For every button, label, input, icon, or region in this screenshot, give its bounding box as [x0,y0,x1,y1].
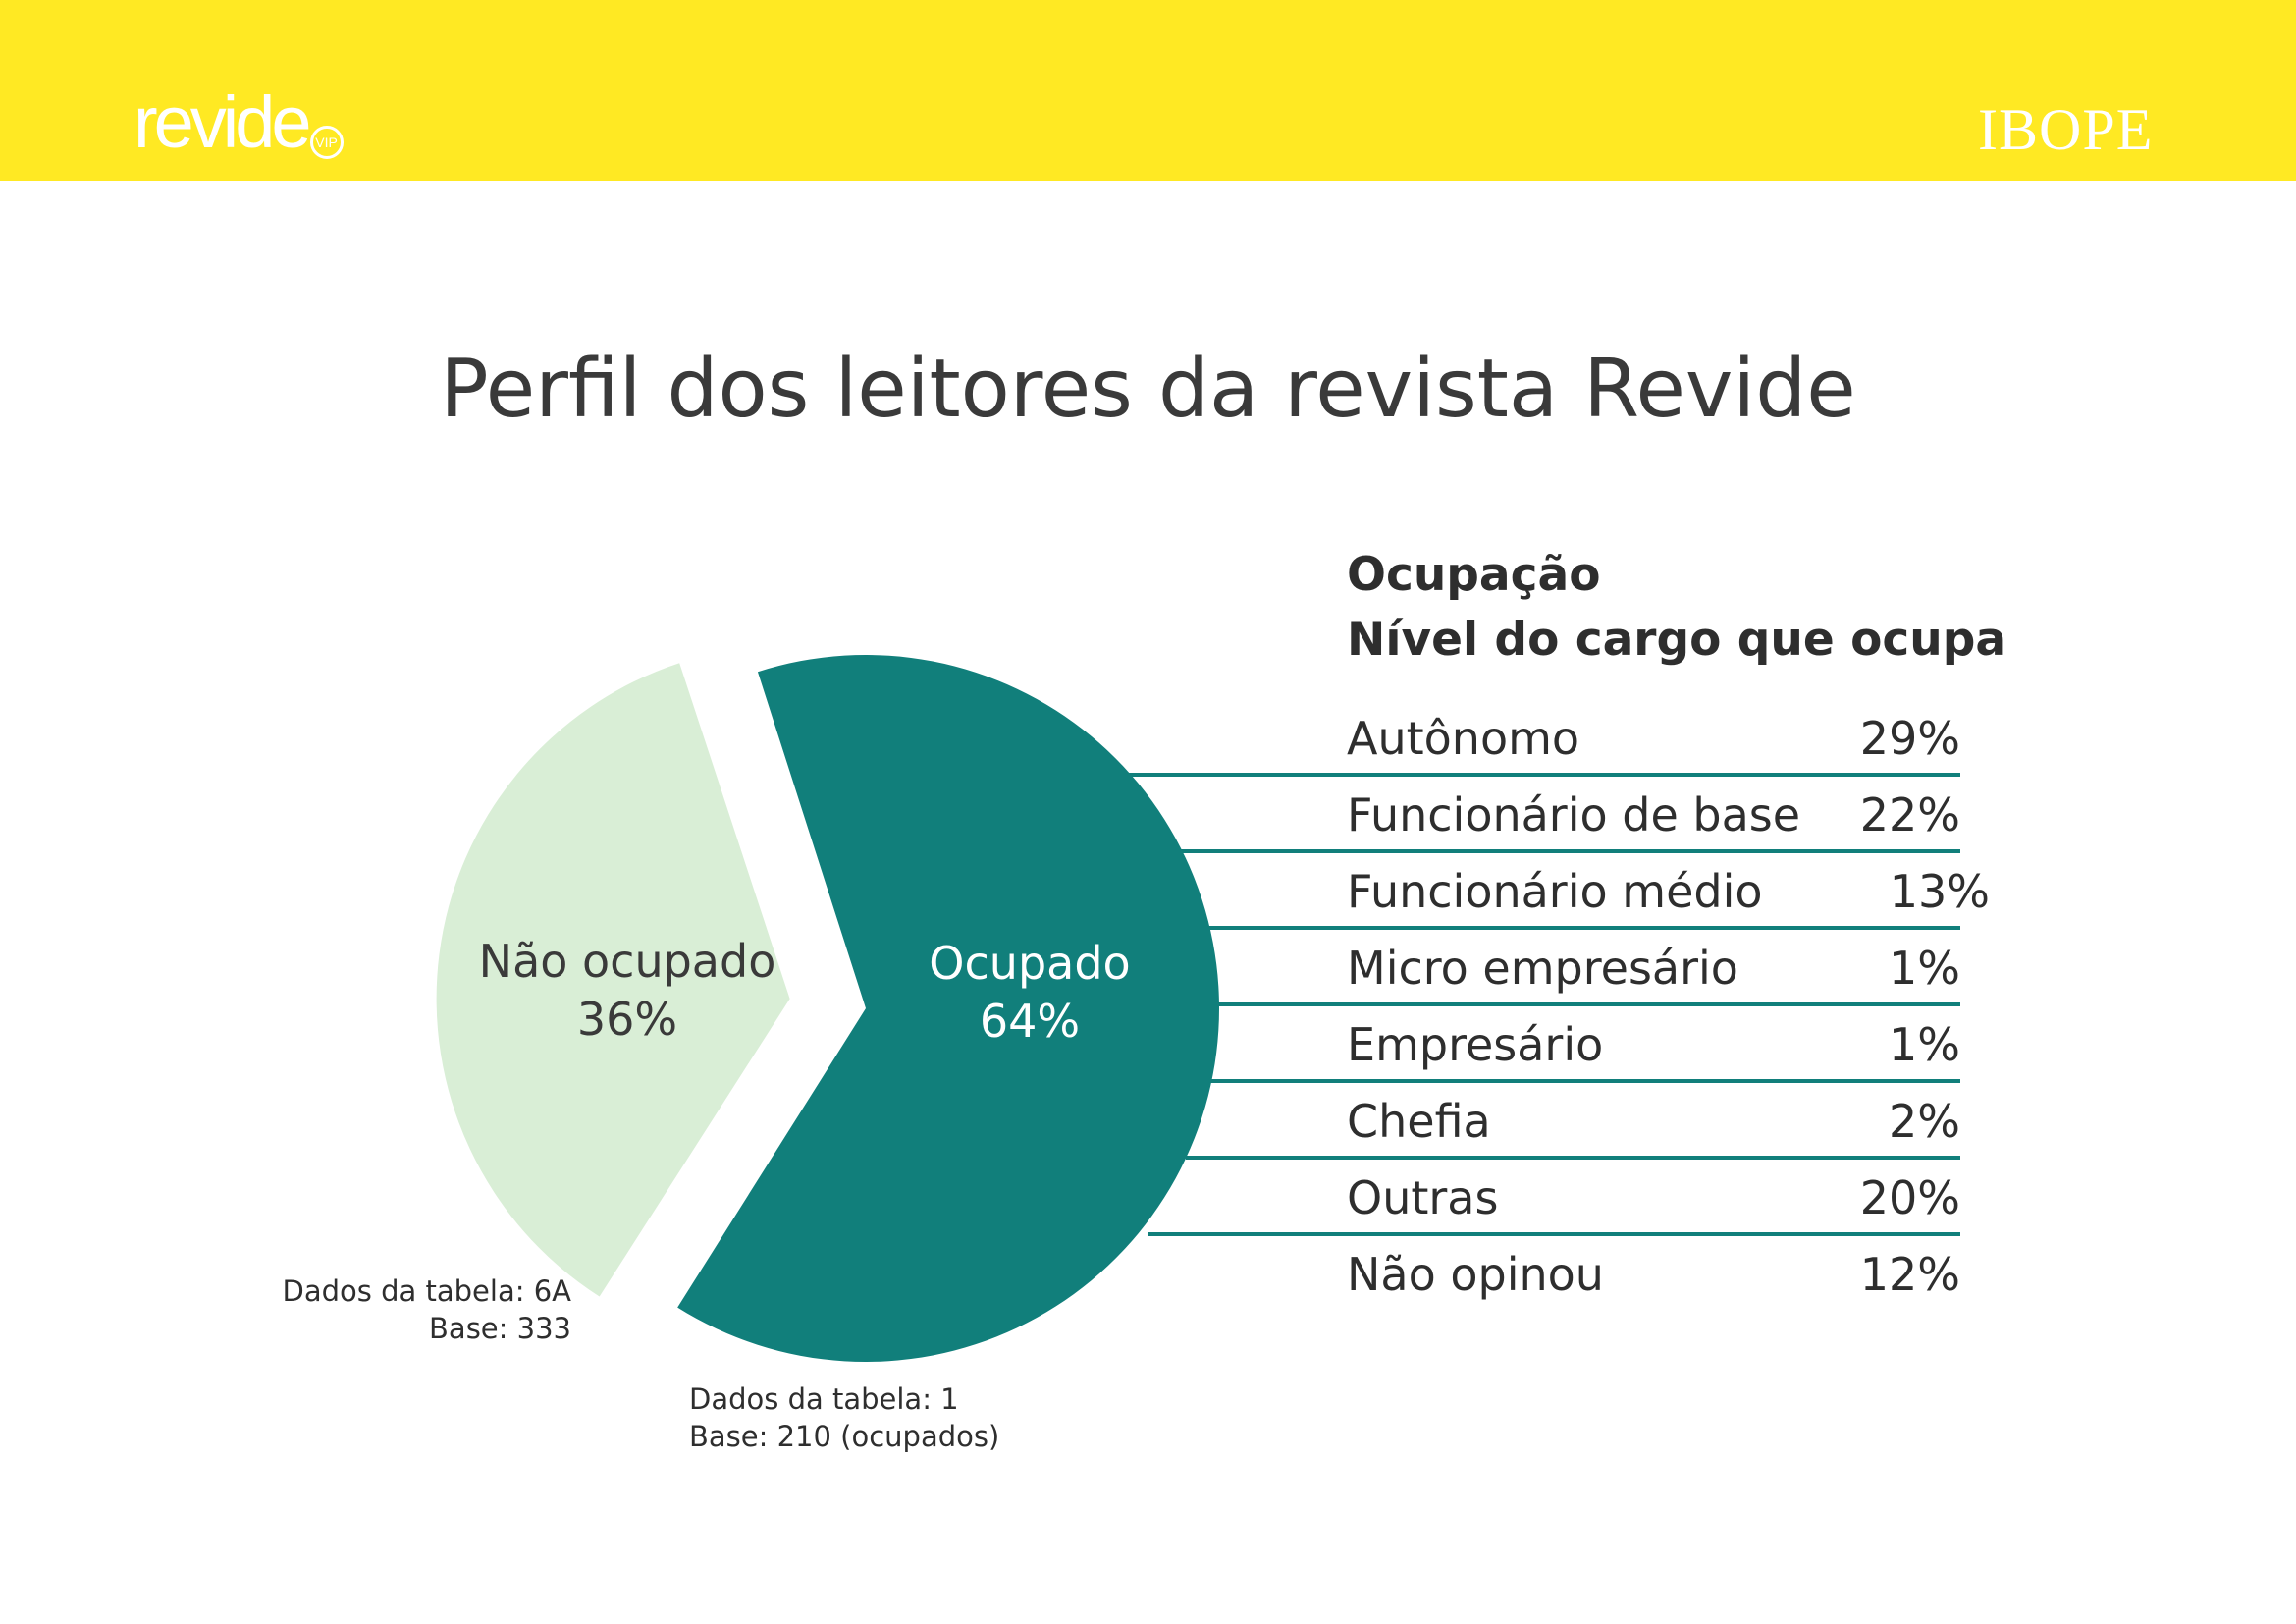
header-bar [0,0,2296,181]
breakdown-row: Funcionário de base 22% [1347,775,1960,851]
breakdown-value: 20% [1859,1171,1960,1224]
breakdown-divider [1209,1002,1960,1006]
breakdown-row: Funcionário médio 13% [1347,851,1990,928]
breakdown-row: Não opinou 12% [1347,1234,1960,1311]
breakdown-divider [1209,1079,1960,1083]
breakdown-value: 22% [1859,788,1960,841]
revide-logo: revide VIP [133,86,344,159]
breakdown-label: Funcionário de base [1347,788,1801,841]
slice-name: Não ocupado [478,935,776,988]
slice-value: 36% [576,992,678,1046]
breakdown-value: 13% [1889,865,1990,918]
breakdown-label: Chefia [1347,1095,1491,1148]
pie-slice-ocupado [677,655,1219,1362]
pie-slice-n-o-ocupado [436,663,790,1297]
source-line: Dados da tabela: 1 [689,1382,959,1416]
slice-label-ocupado: Ocupado 64% [833,935,1226,1051]
breakdown-row: Chefia 2% [1347,1081,1960,1158]
breakdown-value: 1% [1889,1018,1960,1071]
breakdown-divider [1111,773,1960,777]
breakdown-divider [1148,1232,1960,1236]
breakdown-value: 1% [1889,942,1960,995]
source-line: Base: 333 [429,1311,571,1345]
breakdown-label: Empresário [1347,1018,1604,1071]
breakdown-value: 2% [1889,1095,1960,1148]
breakdown-label: Micro empresário [1347,942,1738,995]
page-title: Perfil dos leitores da revista Revide [440,343,1856,436]
slice-value: 64% [979,994,1081,1048]
slice-name: Ocupado [929,937,1131,990]
breakdown-subtitle-line: Nível do cargo que ocupa [1347,612,2007,667]
breakdown-label: Não opinou [1347,1248,1604,1301]
source-line: Base: 210 (ocupados) [689,1419,1000,1453]
breakdown-divider [1209,926,1960,930]
revide-logo-badge: VIP [309,126,344,159]
breakdown-value: 12% [1859,1248,1960,1301]
breakdown-label: Funcionário médio [1347,865,1763,918]
breakdown-value: 29% [1859,712,1960,765]
breakdown-title: Ocupação Nível do cargo que ocupa [1347,543,2006,673]
pie-source-note: Dados da tabela: 6A Base: 333 [236,1273,571,1347]
breakdown-divider [1186,1156,1960,1160]
breakdown-divider [1174,849,1960,853]
breakdown-row: Outras 20% [1347,1158,1960,1234]
revide-logo-text: revide [133,81,312,163]
breakdown-label: Autônomo [1347,712,1580,765]
breakdown-row: Micro empresário 1% [1347,928,1960,1004]
breakdown-label: Outras [1347,1171,1499,1224]
slice-label-nao-ocupado: Não ocupado 36% [431,933,824,1049]
breakdown-source-note: Dados da tabela: 1 Base: 210 (ocupados) [689,1381,999,1455]
ibope-logo: IBOPE [1978,97,2154,162]
breakdown-row: Empresário 1% [1347,1004,1960,1081]
source-line: Dados da tabela: 6A [282,1274,571,1308]
breakdown-row: Autônomo 29% [1347,698,1960,775]
breakdown-title-line: Ocupação [1347,548,1601,602]
